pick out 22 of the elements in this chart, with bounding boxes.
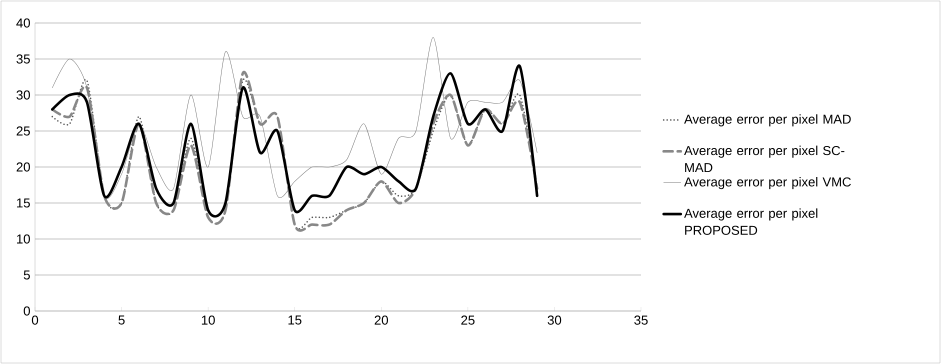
x-tick-label: 5: [118, 316, 125, 325]
y-tick-label: 10: [16, 234, 30, 244]
x-tick-label: 30: [548, 316, 562, 325]
x-tick-label: 0: [32, 316, 38, 325]
x-tick-label: 10: [202, 316, 215, 325]
legend-label: Average error per pixel SC-MAD: [684, 146, 844, 172]
legend-label: Average error per pixel MAD: [684, 114, 851, 126]
x-tick-label: 20: [374, 316, 388, 325]
y-tick-label: 15: [16, 198, 30, 208]
x-tick-label: 25: [461, 316, 475, 325]
x-tick-label: 15: [288, 316, 302, 325]
y-tick-label: 20: [16, 162, 30, 172]
y-tick-label: 35: [16, 54, 30, 64]
y-tick-label: 0: [24, 306, 30, 316]
legend-label: Average error per pixel VMC: [684, 176, 851, 190]
y-tick-label: 40: [16, 18, 30, 28]
legend-label: Average error per pixel PROPOSED: [684, 208, 818, 235]
y-tick-label: 5: [24, 270, 30, 280]
y-tick-label: 30: [16, 90, 30, 100]
y-tick-label: 25: [16, 126, 30, 136]
line-series: [52, 37, 538, 198]
x-tick-label: 35: [634, 316, 648, 325]
